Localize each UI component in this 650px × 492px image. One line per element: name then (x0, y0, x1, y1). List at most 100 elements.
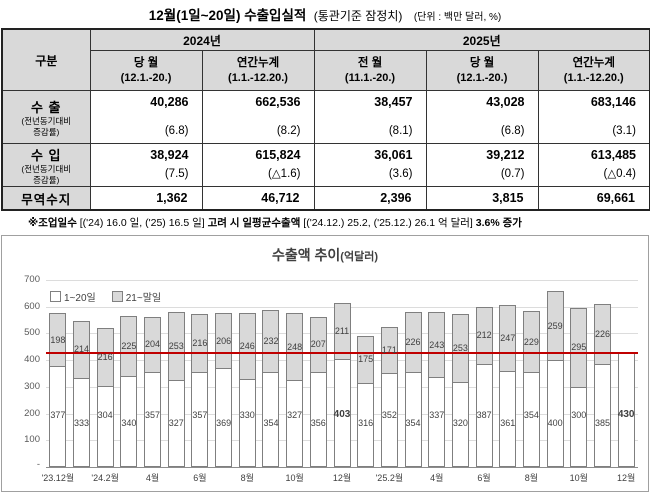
footnote-segment: ※조업일수 (28, 217, 80, 229)
bar-segment-21-end (191, 313, 209, 373)
chart-title: 수출액 추이(억달러) (2, 245, 648, 265)
bar-value-label-1-20: 400 (547, 418, 563, 428)
bar-value-label-1-20: 304 (97, 410, 113, 420)
bar-value-label-21-end: 204 (145, 339, 161, 350)
legend-swatch-gray-icon (111, 291, 123, 302)
cell-rate: (8.1) (388, 125, 413, 137)
bar-value-label-21-end: 253 (168, 340, 184, 351)
bar-segment-21-end (546, 290, 564, 362)
y-tick-zero-label: - (36, 459, 40, 470)
cell-value: 36,061 (374, 148, 413, 162)
x-tick-label: 10월 (569, 473, 588, 483)
reference-line (46, 352, 638, 355)
bar-value-label-21-end: 259 (547, 320, 563, 331)
legend-label: 21~말일 (125, 293, 162, 304)
bar-value-label-21-end: 211 (334, 326, 350, 337)
y-tick-label: 600 (24, 300, 40, 312)
bar-segment-21-end (144, 317, 162, 373)
bar-value-label-1-20: 340 (121, 418, 137, 428)
legend-item-21-end: 21~말일 (111, 289, 162, 304)
table-cell: 46,712 (201, 186, 315, 211)
cell-value: 46,712 (261, 191, 300, 205)
bar-value-label-21-end: 175 (358, 354, 374, 365)
bar-value-label-1-20: 430 (617, 409, 635, 420)
bar-value-label-1-20: 377 (50, 410, 66, 420)
cell-rate: (7.5) (164, 168, 189, 180)
bar-segment-21-end (120, 316, 138, 378)
x-tick-label: 8월 (524, 473, 539, 483)
row-label-export: 수 출 (전년동기대비 증감률) (1, 90, 91, 144)
gridline (46, 280, 638, 281)
y-tick-label: 700 (24, 274, 40, 285)
table-cell: 2,396 (313, 186, 427, 211)
x-tick-label: '23.12월 (41, 473, 75, 483)
bar-value-label-1-20: 387 (476, 410, 492, 420)
bar-segment-21-end (215, 313, 233, 370)
y-tick-label: 300 (24, 380, 40, 392)
cell-value: 2,396 (380, 191, 412, 205)
table-cell: 39,212 (0.7) (425, 143, 539, 187)
bar-segment-21-end (475, 307, 493, 365)
bar-value-label-1-20: 333 (74, 418, 90, 428)
bar-segment-21-end (451, 313, 469, 383)
cell-rate: (8.2) (276, 125, 301, 137)
bar-value-label-1-20: 354 (405, 418, 421, 428)
x-tick-label: 12월 (332, 473, 352, 483)
bar-value-label-21-end: 226 (405, 337, 421, 348)
row-label-text: 무역수지 (21, 192, 72, 207)
cell-rate: (△1.6) (268, 168, 301, 180)
bar-segment-21-end (593, 303, 611, 366)
bar-value-label-21-end: 225 (121, 341, 137, 352)
table-cell: 69,661 (537, 186, 650, 211)
chart-legend: 1~20일 21~말일 (50, 289, 161, 304)
cell-rate: (6.8) (500, 125, 525, 137)
bar-segment-21-end (167, 312, 185, 381)
bar-value-label-1-20: 369 (216, 418, 232, 428)
trade-summary-table: 구분 2024년 2025년 당 월 (12.1.-20.) 연간누계 (1.1… (1, 28, 650, 211)
legend-label: 1~20일 (64, 293, 96, 304)
bar-segment-21-end (428, 312, 446, 378)
footnote-segment: [('24.12.) 25.2, ('25.12.) 26.1 억 달러] (303, 217, 476, 229)
bar-value-label-1-20: 403 (333, 409, 351, 420)
column-title: 연간누계 (572, 56, 615, 69)
table-row-export: 수 출 (전년동기대비 증감률) 40,286 (6.8) 662,536 (8.2… (1, 90, 650, 144)
x-tick-label: '25.2월 (375, 473, 404, 483)
year-header-2024: 2024년 (89, 28, 315, 51)
bar-value-label-21-end: 226 (594, 328, 610, 339)
cell-value: 613,485 (590, 148, 636, 162)
bar-value-label-1-20: 354 (523, 410, 539, 420)
y-tick-label: 500 (24, 327, 40, 339)
bar-segment-21-end (286, 313, 304, 381)
column-header: 연간누계 (1.1.-12.20.) (201, 50, 315, 91)
footnote-segment: [('24) 16.0 일, ('25) 16.5 일] (79, 217, 208, 229)
bar-value-label-21-end: 207 (310, 339, 326, 350)
column-period: (12.1.-20.) (456, 71, 508, 84)
cell-value: 3,815 (492, 191, 524, 205)
footnote-segment: 고려 시 일평균수출액 (207, 217, 304, 229)
bar-segment-21-end (262, 310, 280, 374)
page-title-unit: (단위 : 백만 달러, %) (413, 12, 502, 23)
y-tick-label: 400 (24, 354, 40, 366)
bar-value-label-1-20: 357 (192, 410, 208, 420)
table-cell: 615,824 (△1.6) (201, 143, 315, 187)
x-tick-label: 4월 (430, 473, 444, 483)
bar-value-label-21-end: 206 (216, 335, 232, 346)
bar-value-label-1-20: 361 (500, 418, 516, 428)
bar-segment-21-end (333, 302, 351, 361)
bar-segment-21-end (380, 327, 398, 374)
table-cell: 38,924 (7.5) (89, 143, 203, 187)
column-title: 당 월 (133, 56, 159, 69)
bar-value-label-21-end: 171 (381, 345, 397, 356)
bar-value-label-21-end: 212 (476, 330, 492, 341)
table-corner-label: 구분 (1, 28, 91, 91)
legend-item-1-20: 1~20일 (50, 289, 96, 304)
cell-value: 39,212 (486, 148, 525, 162)
cell-value: 683,146 (590, 95, 636, 109)
y-tick-label: 200 (24, 407, 40, 419)
bar-value-label-1-20: 327 (168, 418, 184, 428)
table-cell: 1,362 (89, 186, 203, 211)
column-period: (1.1.-12.20.) (228, 71, 288, 84)
row-label-import: 수 입 (전년동기대비 증감률) (1, 143, 91, 187)
x-tick-label: 4월 (145, 473, 160, 483)
table-row-import: 수 입 (전년동기대비 증감률) 38,924 (7.5) 615,824 (△1.… (1, 143, 650, 187)
